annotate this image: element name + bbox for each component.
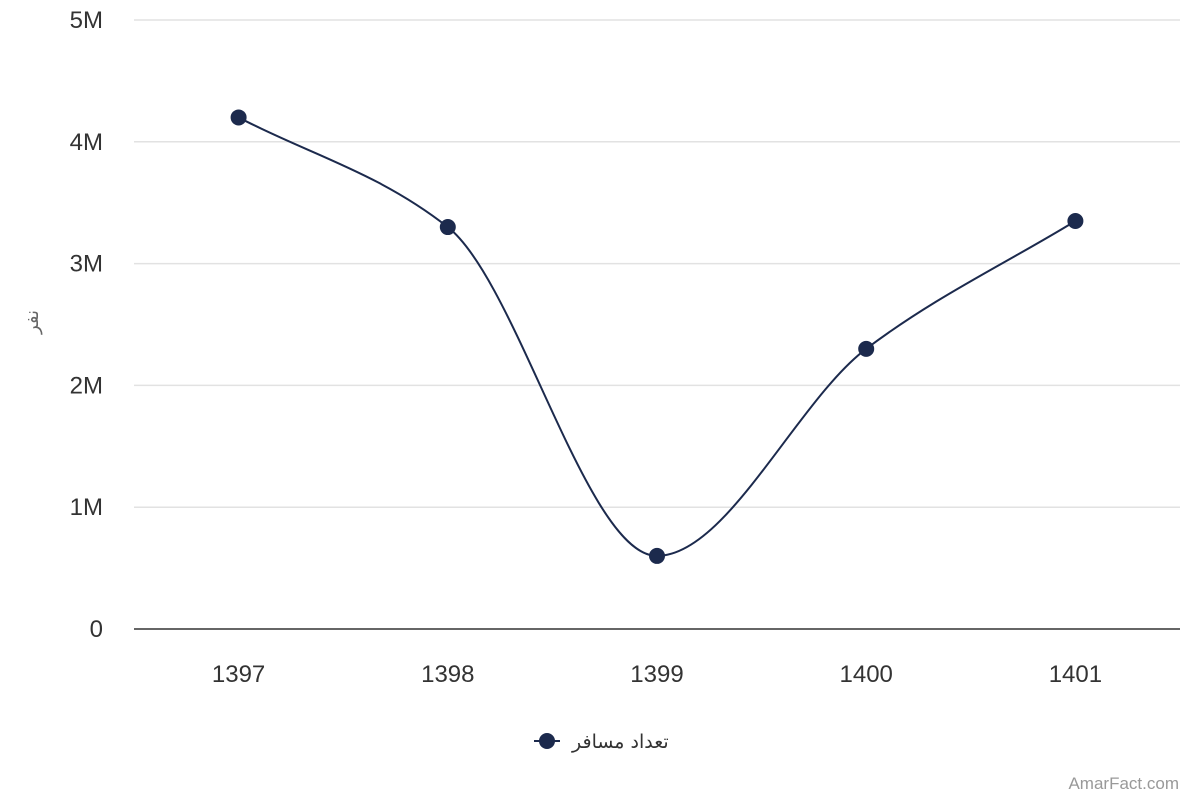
y-tick-label: 5M (70, 7, 103, 34)
legend-label: تعداد مسافر (571, 731, 669, 753)
x-axis-labels: 1397 1398 1399 1400 1401 (212, 661, 1102, 688)
x-tick-label: 1399 (630, 661, 683, 688)
y-tick-label: 2M (70, 372, 103, 399)
x-tick-label: 1397 (212, 661, 265, 688)
y-tick-label: 4M (70, 129, 103, 156)
data-point-marker[interactable] (858, 340, 875, 357)
x-tick-label: 1401 (1049, 661, 1102, 688)
x-tick-label: 1398 (421, 661, 474, 688)
x-tick-label: 1400 (840, 661, 893, 688)
data-point-marker[interactable] (439, 219, 456, 236)
data-point-marker[interactable] (649, 547, 665, 564)
data-point-marker[interactable] (1067, 212, 1084, 229)
gridlines (134, 19, 1180, 508)
credit-text[interactable]: AmarFact.com (1068, 774, 1179, 793)
y-axis-labels: 0 1M 2M 3M 4M 5M (70, 7, 103, 643)
series-layer (230, 109, 1084, 564)
data-point-marker[interactable] (230, 109, 247, 126)
legend[interactable]: تعداد مسافر (534, 731, 669, 753)
y-tick-label: 0 (90, 616, 103, 643)
y-tick-label: 3M (70, 251, 103, 278)
legend-marker-symbol (539, 733, 555, 749)
y-axis-title: نفر (22, 310, 43, 335)
y-tick-label: 1M (70, 494, 103, 521)
series-line (238, 116, 1076, 557)
